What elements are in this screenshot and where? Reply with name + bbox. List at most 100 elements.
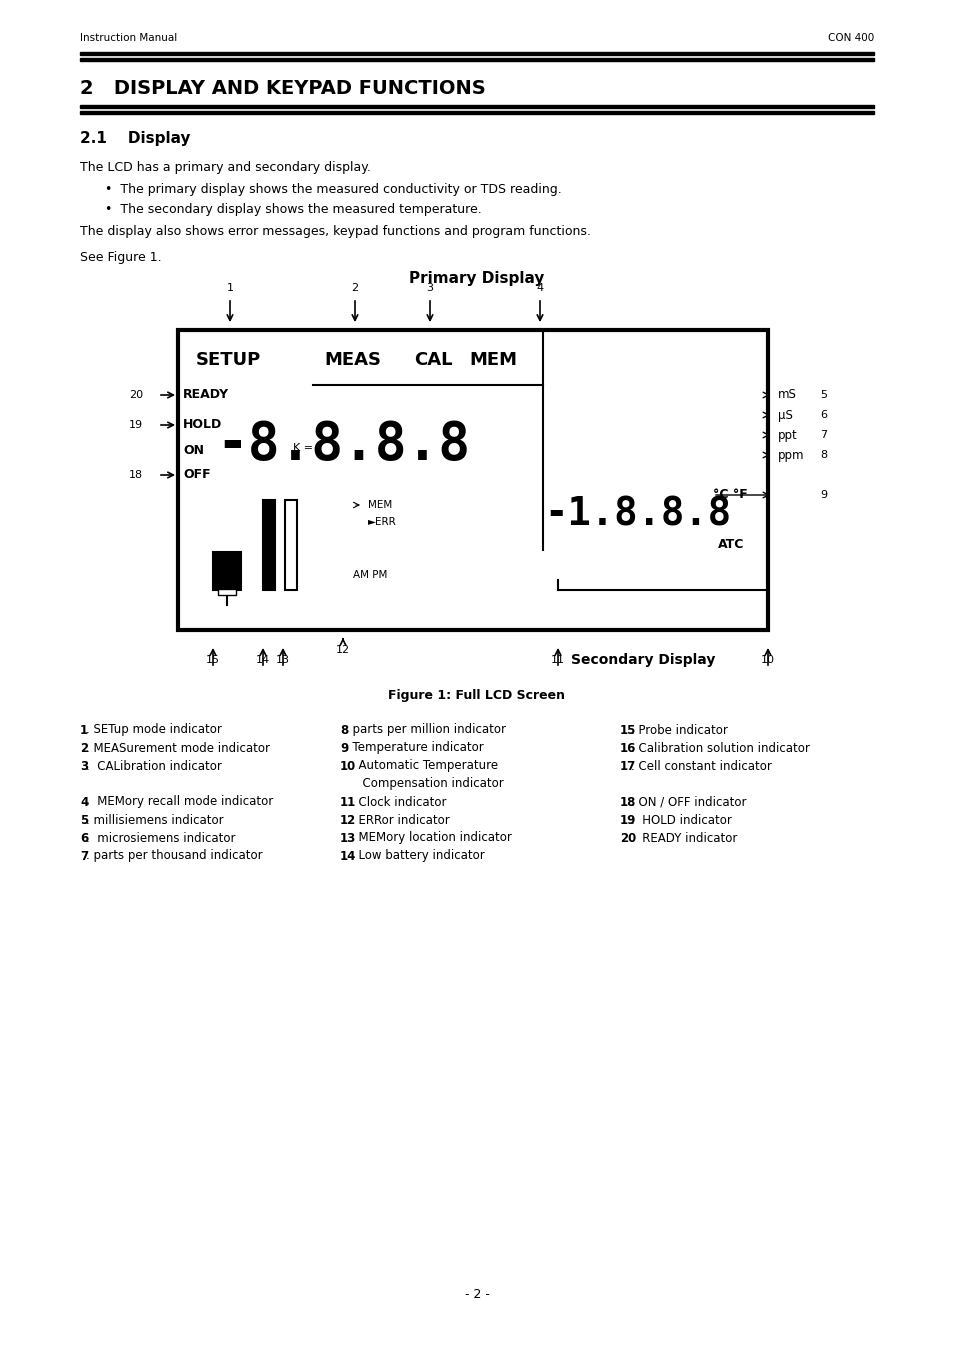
- Text: 1: 1: [226, 284, 233, 293]
- Text: . ON / OFF indicator: . ON / OFF indicator: [630, 795, 745, 809]
- Text: Instruction Manual: Instruction Manual: [80, 32, 177, 43]
- Text: . parts per thousand indicator: . parts per thousand indicator: [86, 849, 262, 863]
- Text: . SETup mode indicator: . SETup mode indicator: [86, 724, 221, 737]
- Text: The LCD has a primary and secondary display.: The LCD has a primary and secondary disp…: [80, 162, 371, 174]
- Text: -1.8.8.8: -1.8.8.8: [544, 495, 731, 535]
- Text: . millisiemens indicator: . millisiemens indicator: [86, 814, 223, 826]
- Text: . Low battery indicator: . Low battery indicator: [351, 849, 484, 863]
- Text: CON 400: CON 400: [827, 32, 873, 43]
- Text: 19: 19: [129, 420, 143, 431]
- Text: Figure 1: Full LCD Screen: Figure 1: Full LCD Screen: [388, 688, 565, 702]
- Text: . Calibration solution indicator: . Calibration solution indicator: [630, 741, 809, 755]
- Text: 10: 10: [339, 760, 355, 772]
- Bar: [218, 589, 235, 595]
- Text: K =: K =: [293, 443, 313, 454]
- Text: ppt: ppt: [778, 428, 797, 441]
- Text: 20: 20: [619, 832, 636, 845]
- Text: mS: mS: [778, 389, 796, 401]
- Text: μS: μS: [778, 409, 792, 421]
- Text: 9: 9: [820, 490, 826, 500]
- Bar: [80, 53, 873, 55]
- Text: . Cell constant indicator: . Cell constant indicator: [630, 760, 771, 772]
- Text: HOLD: HOLD: [183, 418, 222, 432]
- Text: 13: 13: [275, 655, 290, 666]
- Bar: [80, 111, 873, 113]
- Text: 9: 9: [339, 741, 348, 755]
- Text: . parts per million indicator: . parts per million indicator: [345, 724, 506, 737]
- Text: 1: 1: [80, 724, 88, 737]
- Text: 6: 6: [80, 832, 89, 845]
- Text: 2.1    Display: 2.1 Display: [80, 131, 191, 146]
- Text: Primary Display: Primary Display: [409, 270, 544, 285]
- Text: 6: 6: [820, 410, 826, 420]
- Text: 20: 20: [129, 390, 143, 400]
- Text: 17: 17: [619, 760, 636, 772]
- Text: 19: 19: [619, 814, 636, 826]
- Text: MEM: MEM: [368, 500, 392, 510]
- Text: 3: 3: [80, 760, 88, 772]
- Text: 4: 4: [80, 795, 89, 809]
- Text: . Probe indicator: . Probe indicator: [630, 724, 727, 737]
- Text: .  READY indicator: . READY indicator: [630, 832, 737, 845]
- Text: 2: 2: [80, 741, 88, 755]
- Text: ON: ON: [183, 444, 204, 456]
- Text: MEM: MEM: [469, 351, 517, 369]
- Text: CAL: CAL: [414, 351, 452, 369]
- Text: 18: 18: [619, 795, 636, 809]
- Bar: [263, 500, 274, 590]
- Text: . MEMory location indicator: . MEMory location indicator: [351, 832, 512, 845]
- Text: 7: 7: [80, 849, 88, 863]
- Text: 2: 2: [351, 284, 358, 293]
- Text: . ERRor indicator: . ERRor indicator: [351, 814, 449, 826]
- Text: AM PM: AM PM: [353, 570, 387, 580]
- Text: Compensation indicator: Compensation indicator: [339, 778, 503, 791]
- Text: OFF: OFF: [183, 468, 211, 482]
- Text: 11: 11: [551, 655, 564, 666]
- Bar: [178, 329, 767, 630]
- Text: .  CALibration indicator: . CALibration indicator: [86, 760, 221, 772]
- Text: 8: 8: [820, 450, 826, 460]
- Text: 5: 5: [80, 814, 89, 826]
- Text: 10: 10: [760, 655, 774, 666]
- Text: .  microsiemens indicator: . microsiemens indicator: [86, 832, 234, 845]
- Text: Secondary Display: Secondary Display: [570, 653, 715, 667]
- Bar: [80, 58, 873, 61]
- Text: ATC: ATC: [718, 539, 743, 552]
- Text: 18: 18: [129, 470, 143, 481]
- Text: 16: 16: [619, 741, 636, 755]
- Text: READY: READY: [183, 389, 229, 401]
- Text: 8: 8: [339, 724, 348, 737]
- Text: 14: 14: [339, 849, 356, 863]
- Text: -8.8.8.8: -8.8.8.8: [215, 418, 470, 471]
- Text: 12: 12: [335, 645, 350, 655]
- Text: 15: 15: [619, 724, 636, 737]
- Text: 12: 12: [339, 814, 355, 826]
- Text: 5: 5: [820, 390, 826, 400]
- Text: .  MEMory recall mode indicator: . MEMory recall mode indicator: [86, 795, 273, 809]
- Text: 15: 15: [206, 655, 220, 666]
- Text: •  The primary display shows the measured conductivity or TDS reading.: • The primary display shows the measured…: [105, 184, 561, 197]
- Text: . Automatic Temperature: . Automatic Temperature: [351, 760, 497, 772]
- Text: The display also shows error messages, keypad functions and program functions.: The display also shows error messages, k…: [80, 225, 590, 239]
- Text: .  HOLD indicator: . HOLD indicator: [630, 814, 731, 826]
- Text: °C °F: °C °F: [712, 489, 747, 501]
- Text: 4: 4: [536, 284, 543, 293]
- Text: •  The secondary display shows the measured temperature.: • The secondary display shows the measur…: [105, 204, 481, 216]
- Text: SETUP: SETUP: [195, 351, 260, 369]
- Text: 3: 3: [426, 284, 433, 293]
- Bar: [213, 552, 241, 590]
- Text: 2   DISPLAY AND KEYPAD FUNCTIONS: 2 DISPLAY AND KEYPAD FUNCTIONS: [80, 78, 485, 97]
- Bar: [285, 500, 296, 590]
- Text: - 2 -: - 2 -: [464, 1288, 489, 1301]
- Text: 13: 13: [339, 832, 355, 845]
- Text: MEAS: MEAS: [324, 351, 381, 369]
- Text: . Clock indicator: . Clock indicator: [351, 795, 446, 809]
- Text: 11: 11: [339, 795, 355, 809]
- Text: ►ERR: ►ERR: [368, 517, 396, 526]
- Bar: [80, 105, 873, 108]
- Text: 14: 14: [255, 655, 270, 666]
- Text: . MEASurement mode indicator: . MEASurement mode indicator: [86, 741, 269, 755]
- Text: . Temperature indicator: . Temperature indicator: [345, 741, 484, 755]
- Text: See Figure 1.: See Figure 1.: [80, 251, 161, 265]
- Text: ppm: ppm: [778, 448, 803, 462]
